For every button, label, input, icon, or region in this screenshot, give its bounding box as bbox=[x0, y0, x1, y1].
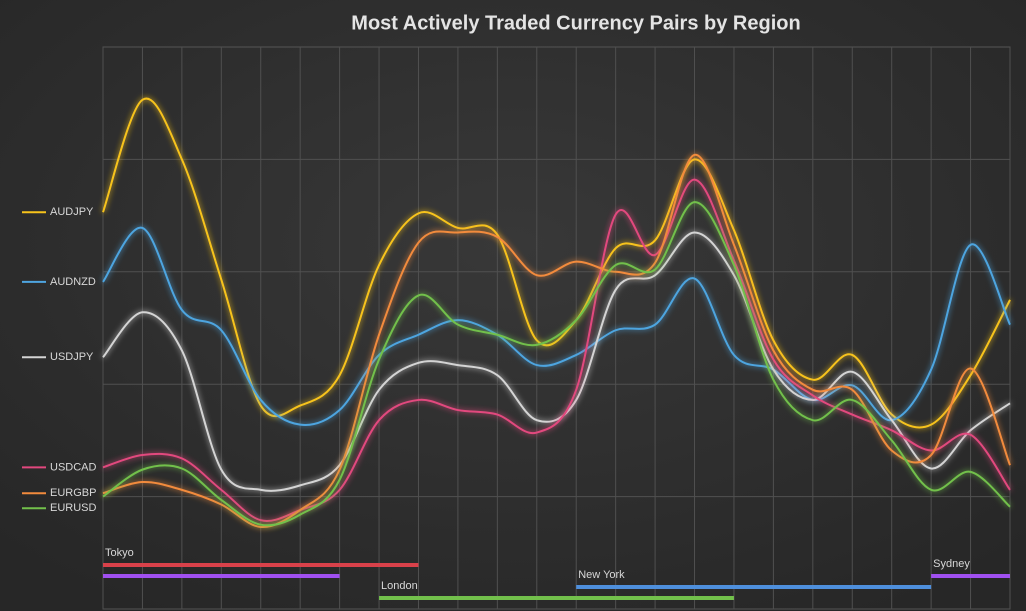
session-label: New York bbox=[578, 569, 625, 581]
legend-label: EURUSD bbox=[50, 502, 97, 514]
series-line bbox=[102, 178, 1011, 522]
chart-title: Most Actively Traded Currency Pairs by R… bbox=[351, 12, 800, 34]
session-label: Tokyo bbox=[105, 547, 134, 559]
session-label: London bbox=[381, 580, 418, 592]
legend-label: EURGBP bbox=[50, 487, 96, 499]
legend-label: AUDJPY bbox=[50, 206, 94, 218]
legend-label: USDCAD bbox=[50, 461, 97, 473]
series-line bbox=[102, 201, 1011, 527]
series-line bbox=[102, 226, 1011, 426]
legend-label: AUDNZD bbox=[50, 276, 96, 288]
series-line bbox=[102, 231, 1011, 492]
session-label: Sydney bbox=[933, 558, 970, 570]
legend-label: USDJPY bbox=[50, 351, 94, 363]
series-line bbox=[102, 97, 1011, 429]
